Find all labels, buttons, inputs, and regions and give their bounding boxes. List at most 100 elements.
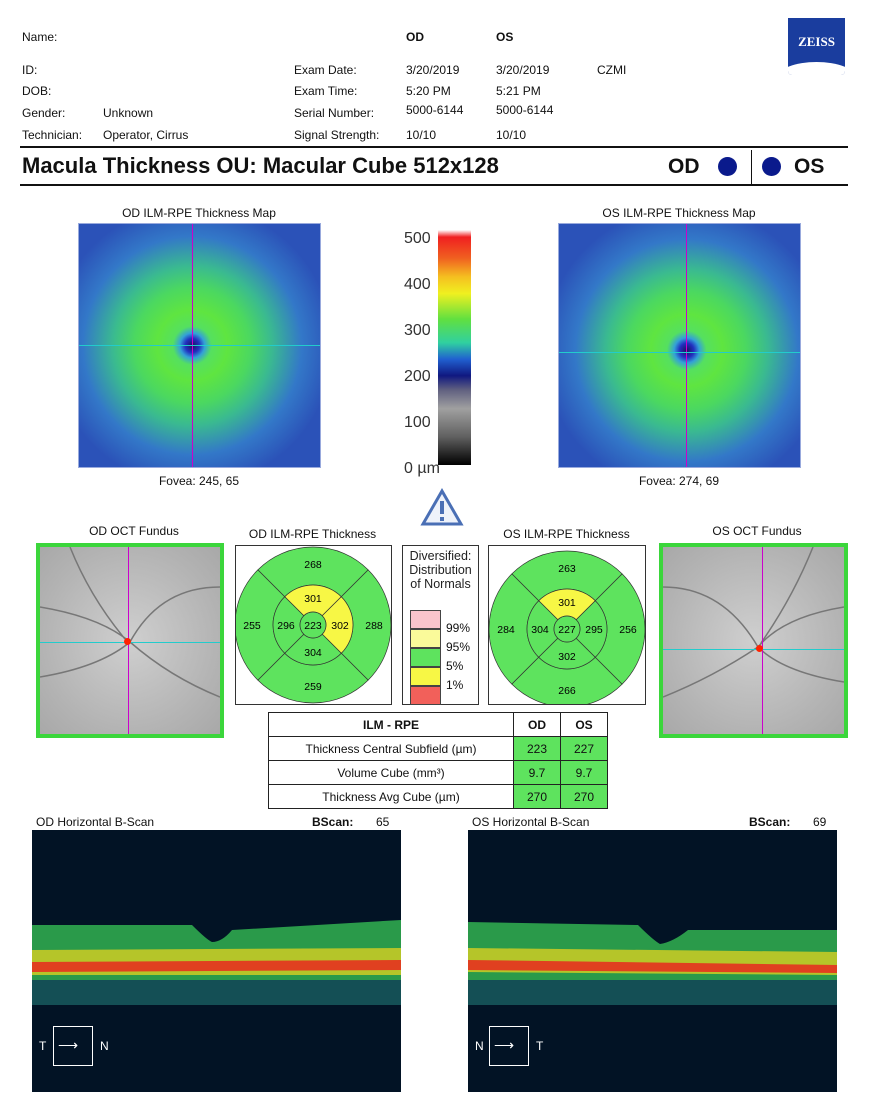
grid-value-outer_n: 284 (497, 624, 515, 636)
table-row: Thickness Avg Cube (µm) 270 270 (268, 784, 608, 809)
legend-tick: 5% (446, 659, 464, 673)
os-eye-label: OS (794, 155, 825, 178)
od-col-header: OD (406, 30, 424, 44)
grid-value-inner_n: 302 (331, 620, 349, 632)
fovea-marker (756, 645, 763, 652)
normals-legend: Diversified: Distribution of Normals 99%… (402, 545, 479, 705)
grid-value-outer_s: 268 (304, 559, 322, 571)
os-value: 9.7 (560, 760, 608, 785)
legend-title: Diversified: Distribution of Normals (409, 549, 472, 591)
id-label: ID: (22, 63, 38, 77)
od-value: 9.7 (513, 760, 561, 785)
scale-label: 0 µm (404, 460, 440, 477)
os-fundus-title: OS OCT Fundus (712, 524, 802, 538)
page-title: Macula Thickness OU: Macular Cube 512x12… (22, 153, 499, 178)
table-header-row: ILM - RPE OD OS (268, 712, 608, 737)
legend-swatch (410, 686, 441, 705)
legend-swatch (410, 629, 441, 648)
thickness-color-scale (438, 230, 471, 465)
grid-value-inner_n: 304 (531, 624, 549, 636)
center-sector (299, 611, 327, 639)
os-value: 270 (560, 784, 608, 809)
technician-value: Operator, Cirrus (103, 128, 189, 142)
arrow-right-icon: ⟶ (58, 1037, 79, 1053)
os-fovea: Fovea: 274, 69 (638, 474, 720, 488)
zeiss-logo: ZEISS (788, 18, 845, 75)
exam-date-label: Exam Date: (294, 63, 357, 77)
row-label: Thickness Avg Cube (µm) (268, 784, 514, 809)
od-map-title: OD ILM-RPE Thickness Map (122, 206, 276, 220)
od-bscan-title: OD Horizontal B-Scan (36, 815, 155, 829)
gender-value: Unknown (103, 106, 154, 120)
grid-value-outer_t: 255 (243, 620, 261, 632)
os-bscan-image: ⟶ N T (468, 830, 837, 1092)
legend-tick: 95% (446, 640, 471, 654)
od-left-label: T (39, 1039, 47, 1053)
exam-time-od: 5:20 PM (406, 84, 451, 98)
od-eye-label: OD (668, 155, 700, 178)
os-bscan-number: 69 (813, 815, 827, 829)
os-value: 227 (560, 736, 608, 761)
od-map-horizontal-line (79, 345, 320, 346)
table-row: Thickness Central Subfield (µm) 223 227 (268, 736, 608, 761)
serial-os: 5000-6144 (496, 103, 554, 117)
orientation-box: ⟶ (53, 1026, 93, 1066)
table-header: ILM - RPE (268, 712, 514, 737)
od-etdrs-grid-box: 223 301 268 302 288 304 259 296 255 (234, 545, 392, 705)
grid-value-outer_i: 259 (304, 681, 322, 693)
os-thickness-map (558, 223, 801, 468)
row-label: Volume Cube (mm³) (268, 760, 514, 785)
fovea-marker (124, 638, 131, 645)
od-eye-dot-icon (718, 157, 737, 176)
legend-swatch (410, 667, 441, 686)
grid-value-inner_s: 301 (558, 597, 576, 609)
grid-value-outer_s: 263 (558, 563, 576, 575)
od-bscan-image: ⟶ T N (32, 830, 401, 1092)
os-etdrs-grid: 227 301 263 304 284 302 266 295 256 (488, 550, 646, 708)
warning-icon (420, 488, 464, 526)
exam-date-os: 3/20/2019 (496, 63, 550, 77)
grid-value-inner_i: 302 (558, 651, 576, 663)
legend-tick: 1% (446, 678, 464, 692)
os-bscan-label: BScan: (749, 815, 791, 829)
od-bscan-number: 65 (376, 815, 390, 829)
divider (751, 150, 752, 185)
exam-time-os: 5:21 PM (496, 84, 541, 98)
arrow-right-icon: ⟶ (494, 1037, 515, 1053)
os-map-horizontal-line (559, 352, 800, 353)
name-label: Name: (22, 30, 58, 44)
grid-value-center: 223 (304, 620, 322, 632)
row-label: Thickness Central Subfield (µm) (268, 736, 514, 761)
od-retina-layers (32, 920, 401, 1005)
os-etdrs-grid-box: 227 301 263 304 284 302 266 295 256 (488, 545, 646, 708)
od-etdrs-grid: 223 301 268 302 288 304 259 296 255 (234, 546, 392, 704)
od-thickness-map (78, 223, 321, 468)
grid-value-center: 227 (558, 624, 576, 636)
os-map-vertical-line (686, 224, 687, 467)
fundus-vessels (40, 547, 220, 698)
od-fundus-title: OD OCT Fundus (89, 524, 179, 538)
serial-label: Serial Number: (294, 106, 375, 120)
table-header: OD (513, 712, 561, 737)
table-row: Volume Cube (mm³) 9.7 9.7 (268, 760, 608, 785)
od-oct-fundus-image (36, 543, 224, 738)
os-col-header: OS (496, 30, 514, 44)
center-sector (553, 615, 581, 643)
technician-label: Technician: (22, 128, 83, 142)
od-value: 223 (513, 736, 561, 761)
gender-label: Gender: (22, 106, 66, 120)
grid-value-outer_t: 256 (619, 624, 637, 636)
grid-value-outer_i: 266 (558, 685, 576, 697)
od-value: 270 (513, 784, 561, 809)
os-fundus-vertical-line (762, 547, 763, 734)
od-right-label: N (100, 1039, 109, 1053)
dob-label: DOB: (22, 84, 52, 98)
os-eye-dot-icon (762, 157, 781, 176)
scale-label: 300 (404, 322, 431, 339)
os-retina-layers (468, 922, 837, 1005)
signal-label: Signal Strength: (294, 128, 380, 142)
fundus-vessels (663, 547, 844, 698)
signal-os: 10/10 (496, 128, 527, 142)
scale-label: 400 (404, 276, 431, 293)
os-grid-title: OS ILM-RPE Thickness (503, 527, 630, 541)
